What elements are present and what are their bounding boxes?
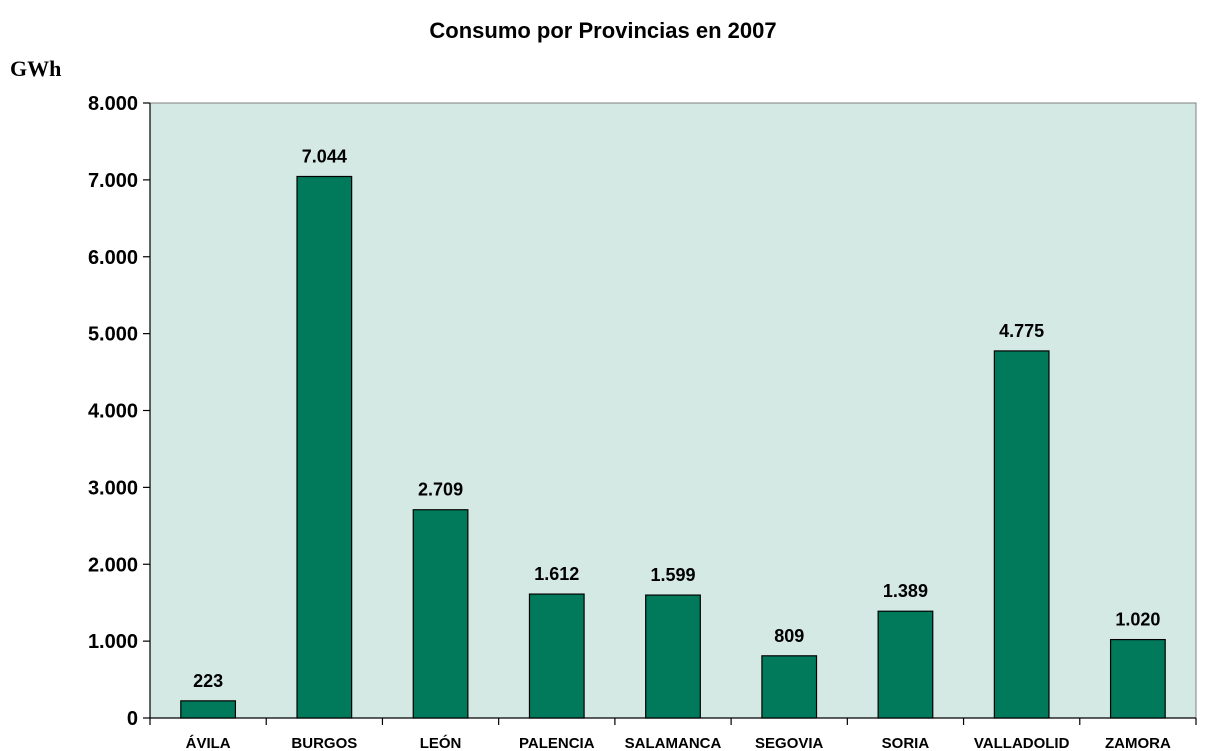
bar[interactable] — [528, 593, 585, 719]
data-label: 2.709 — [418, 480, 463, 500]
data-label: 1.599 — [650, 565, 695, 585]
y-tick-label: 0 — [127, 708, 138, 730]
x-tick-label: LEÓN — [420, 734, 462, 751]
x-tick-label: VALLADOLID — [974, 735, 1070, 751]
y-tick-label: 7.000 — [88, 170, 138, 192]
data-label: 1.389 — [883, 581, 928, 601]
y-tick-label: 6.000 — [88, 247, 138, 269]
bar[interactable] — [761, 655, 818, 719]
bar[interactable] — [645, 594, 701, 719]
data-label: 1.612 — [534, 564, 579, 584]
x-tick-label: SEGOVIA — [755, 735, 824, 751]
bar[interactable] — [180, 700, 237, 719]
bar[interactable] — [296, 175, 353, 719]
bar[interactable] — [993, 350, 1050, 719]
y-axis-label: GWh — [10, 56, 62, 81]
bar[interactable] — [412, 509, 469, 719]
x-tick-label: SALAMANCA — [625, 735, 722, 751]
y-tick-label: 4.000 — [88, 401, 138, 423]
y-tick-label: 1.000 — [88, 631, 138, 653]
bar[interactable] — [877, 610, 934, 719]
data-label: 809 — [774, 626, 804, 646]
y-tick-label: 8.000 — [88, 93, 138, 115]
x-tick-label: PALENCIA — [519, 735, 595, 751]
x-tick-label: SORIA — [882, 735, 930, 751]
y-tick-label: 3.000 — [88, 477, 138, 499]
x-tick-label: BURGOS — [291, 735, 357, 751]
chart-title: Consumo por Provincias en 2007 — [429, 18, 777, 43]
bar[interactable] — [1109, 638, 1166, 719]
y-tick-label: 2.000 — [88, 554, 138, 576]
y-tick-label: 5.000 — [88, 324, 138, 346]
x-tick-label: ZAMORA — [1105, 735, 1171, 751]
data-label: 7.044 — [302, 146, 347, 166]
data-label: 1.020 — [1115, 610, 1160, 630]
x-tick-label: ÁVILA — [186, 735, 231, 751]
data-label: 4.775 — [999, 321, 1044, 341]
data-label: 223 — [193, 671, 223, 691]
